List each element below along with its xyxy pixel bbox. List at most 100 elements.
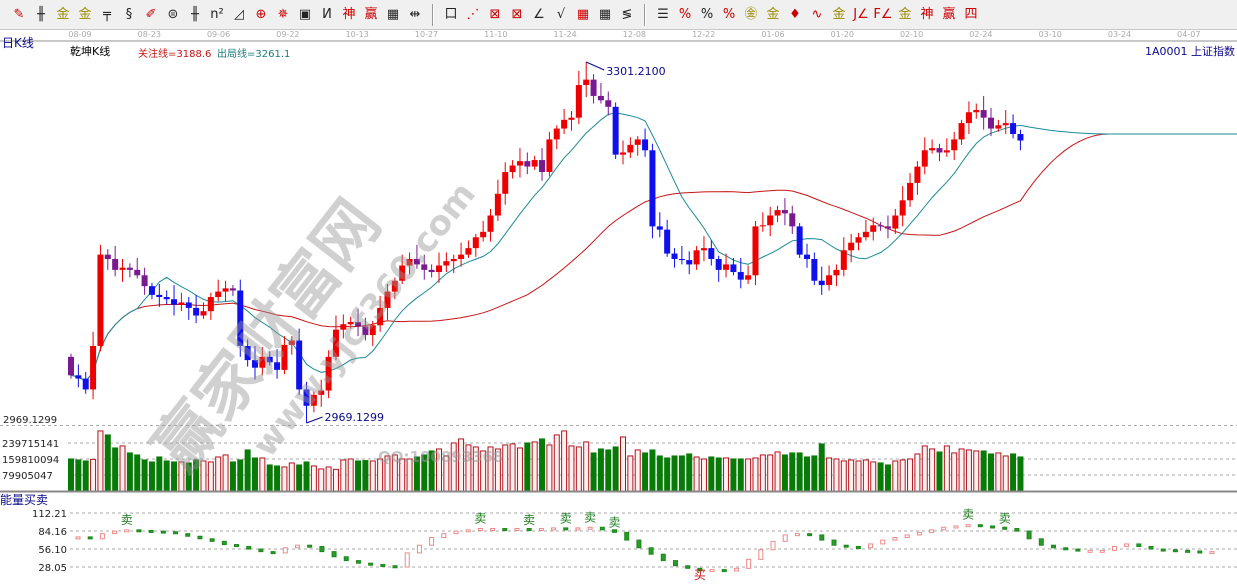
indicator-bar bbox=[953, 525, 959, 529]
gold-lines-icon[interactable]: 金 bbox=[766, 6, 780, 22]
indicator-bar bbox=[1026, 530, 1032, 540]
volume-bar bbox=[259, 457, 266, 492]
indicator-bar bbox=[294, 544, 300, 549]
indicator-bar bbox=[307, 544, 313, 548]
candle-body bbox=[634, 139, 641, 145]
candle-body bbox=[112, 258, 119, 270]
candle-body bbox=[752, 226, 759, 276]
indicator-bar bbox=[502, 528, 508, 532]
god-angle-icon[interactable]: 神 bbox=[920, 6, 934, 22]
candle-body bbox=[884, 226, 891, 229]
candle-body bbox=[303, 389, 310, 406]
box-icon[interactable]: 口 bbox=[444, 6, 458, 22]
gold-line-icon[interactable]: 金 bbox=[56, 6, 70, 22]
candle-body bbox=[973, 110, 980, 113]
indicator-bar bbox=[941, 526, 947, 531]
volume-bar bbox=[804, 456, 810, 492]
v-line-icon[interactable]: √ bbox=[556, 6, 566, 22]
indicator-bar bbox=[355, 560, 361, 564]
four-angle-icon[interactable]: 四 bbox=[964, 6, 978, 22]
indicator-bar bbox=[721, 569, 727, 573]
god-line-icon[interactable]: 神 bbox=[342, 6, 356, 22]
percent-lines-icon[interactable]: % bbox=[722, 6, 736, 22]
candle-body bbox=[870, 225, 877, 232]
j-angle-icon[interactable]: J∠ bbox=[853, 6, 869, 22]
candle-body bbox=[553, 128, 560, 140]
date-tick: 03-24 bbox=[1107, 30, 1132, 39]
volume-bar bbox=[546, 444, 553, 492]
box-fan-icon[interactable]: ⊠ bbox=[489, 6, 501, 22]
triangle-icon[interactable]: ◿ bbox=[234, 6, 244, 22]
indicator-bar bbox=[1063, 547, 1069, 551]
step-line-icon[interactable]: ╤ bbox=[103, 6, 111, 22]
slash-lines-icon[interactable]: ≶ bbox=[621, 6, 633, 22]
gold-circle-icon[interactable]: ㊎ bbox=[744, 6, 758, 22]
triple-lines-icon[interactable]: ╫ bbox=[191, 6, 199, 22]
gold-box-icon[interactable]: 金 bbox=[832, 6, 846, 22]
indicator-bar bbox=[892, 537, 898, 541]
wave-icon[interactable]: И bbox=[322, 6, 332, 22]
volume-bar bbox=[862, 459, 869, 492]
steps-icon[interactable]: ☰ bbox=[657, 6, 669, 22]
win-angle-icon[interactable]: 赢 bbox=[942, 6, 956, 22]
ruler-pen-icon[interactable]: ✐ bbox=[145, 6, 157, 22]
percent-line-icon[interactable]: % bbox=[678, 6, 692, 22]
volume-bar bbox=[178, 461, 185, 492]
indicator-bar bbox=[563, 527, 569, 531]
win-line-icon[interactable]: 赢 bbox=[364, 6, 378, 22]
indicator-bar bbox=[270, 551, 276, 555]
gold-angle-icon[interactable]: 金 bbox=[898, 6, 912, 22]
measure-icon[interactable]: ⇹ bbox=[409, 6, 421, 22]
candle-body bbox=[244, 345, 251, 361]
volume-bar bbox=[877, 462, 884, 492]
spiral-icon[interactable]: § bbox=[125, 6, 133, 22]
period-label[interactable]: 日K线 bbox=[2, 36, 34, 50]
candle-body bbox=[332, 329, 339, 357]
candle-body bbox=[899, 200, 906, 216]
volume-bar bbox=[369, 460, 376, 492]
rocket-icon[interactable]: ♦ bbox=[789, 6, 801, 22]
indicator-bar bbox=[209, 538, 215, 542]
fan-lines-icon[interactable]: ⋰ bbox=[466, 6, 480, 22]
sine-icon[interactable]: ∿ bbox=[811, 6, 823, 22]
indicator-bar bbox=[453, 530, 459, 535]
candle-body bbox=[252, 360, 258, 368]
candle-body bbox=[568, 117, 575, 120]
grid-icon[interactable]: ▦ bbox=[576, 6, 590, 22]
sell-signal: 卖 bbox=[474, 512, 486, 526]
volume-tick: 79905047 bbox=[2, 471, 53, 482]
square-target-icon[interactable]: ▣ bbox=[298, 6, 312, 22]
volume-bar bbox=[980, 450, 987, 492]
volume-bar bbox=[620, 436, 626, 492]
pen-icon[interactable]: ✎ bbox=[13, 6, 25, 22]
candle-body bbox=[487, 215, 494, 232]
gold-split-icon[interactable]: 金 bbox=[78, 6, 92, 22]
candle-body bbox=[347, 322, 354, 325]
indicator-bar bbox=[1136, 543, 1142, 547]
volume-bar bbox=[347, 458, 354, 492]
candle-body bbox=[708, 248, 715, 259]
angle-icon[interactable]: ∠ bbox=[533, 6, 545, 22]
candle-body bbox=[723, 264, 730, 270]
candle-body bbox=[340, 324, 347, 330]
buy-signal: 买 bbox=[694, 568, 706, 582]
volume-bar bbox=[789, 452, 796, 492]
indicator-bar bbox=[136, 529, 142, 533]
circle-grid-icon[interactable]: ⊜ bbox=[167, 6, 179, 22]
indicator-bar bbox=[1038, 538, 1044, 546]
box-fan2-icon[interactable]: ⊠ bbox=[511, 6, 523, 22]
n-square-icon[interactable]: n² bbox=[210, 6, 224, 22]
compass-icon[interactable]: ✵ bbox=[277, 6, 289, 22]
f-angle-icon[interactable]: F∠ bbox=[873, 6, 893, 22]
indicator-bar bbox=[782, 534, 788, 542]
parallel-lines-icon[interactable]: ╫ bbox=[37, 6, 45, 22]
candle-body bbox=[715, 258, 722, 270]
indicator-bar bbox=[477, 528, 483, 532]
grid2-icon[interactable]: ▦ bbox=[598, 6, 612, 22]
candle-body bbox=[406, 258, 413, 266]
target-icon[interactable]: ⊕ bbox=[255, 6, 267, 22]
numbered-grid-icon[interactable]: ▦ bbox=[386, 6, 400, 22]
percent-icon[interactable]: % bbox=[700, 6, 714, 22]
low-label: 2969.1299 bbox=[325, 411, 385, 424]
